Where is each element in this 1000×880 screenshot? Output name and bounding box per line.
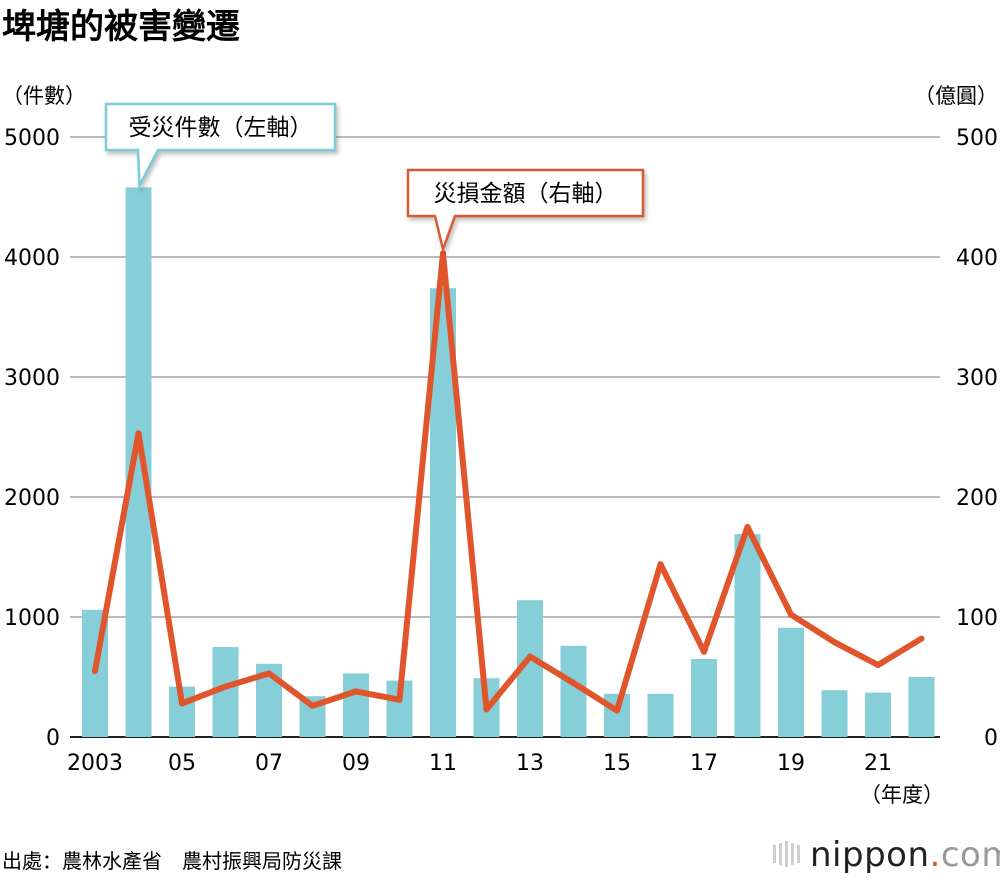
line-point-2018 [744, 524, 751, 530]
callout-line-series: 災損金額（右軸） [406, 168, 645, 254]
right-tick-label: 100 [956, 606, 998, 631]
x-axis-unit: （年度） [860, 783, 944, 807]
callout-line-label: 災損金額（右軸） [434, 181, 618, 207]
bar-2022 [908, 677, 935, 737]
bar-2017 [691, 659, 717, 737]
line-point-2006 [222, 683, 229, 690]
right-tick-label: 500 [956, 126, 998, 151]
gridlines [70, 136, 940, 738]
bar-2009 [343, 673, 369, 737]
logo-main-text: nippon [810, 835, 930, 875]
logo-mark-icon [773, 841, 800, 867]
line-point-2004 [135, 430, 142, 437]
callout-line-bubble [406, 168, 645, 254]
left-axis-unit: （件數） [2, 84, 86, 108]
line-point-2022 [918, 635, 925, 642]
line-path [92, 250, 925, 714]
right-axis-unit: （億圓） [914, 84, 998, 108]
line-point-2016 [657, 561, 664, 568]
x-tick-label: 2003 [67, 751, 123, 776]
x-axis-ticks: 2003 05 07 09 11 13 15 17 19 21 [67, 751, 892, 776]
bar-2018 [734, 534, 761, 737]
left-tick-label: 4000 [4, 246, 60, 271]
line-point-2003 [92, 668, 98, 674]
line-point-2009 [353, 688, 359, 695]
x-tick-label: 21 [864, 751, 892, 776]
line-point-2013 [527, 653, 533, 660]
line-point-2021 [875, 662, 881, 668]
left-tick-label: 3000 [4, 366, 60, 391]
x-tick-label: 11 [429, 751, 457, 776]
callout-bar-label: 受災件數（左軸） [129, 115, 313, 141]
right-tick-label: 400 [956, 246, 998, 271]
left-tick-label: 0 [46, 726, 60, 751]
chart-title: 埤塘的被害變遷 [2, 7, 240, 47]
right-tick-label: 300 [956, 366, 998, 391]
bar-2021 [865, 692, 891, 737]
x-tick-label: 15 [603, 751, 631, 776]
line-point-2007 [266, 670, 272, 677]
x-tick-label: 07 [255, 751, 283, 776]
callout-bar-series: 受災件數（左軸） [104, 102, 337, 191]
line-series [92, 250, 925, 714]
line-point-2010 [396, 696, 403, 703]
logo-dot: . [930, 835, 941, 875]
line-point-2020 [831, 639, 838, 646]
line-point-2008 [309, 702, 316, 709]
x-tick-label: 13 [516, 751, 544, 776]
line-point-2017 [701, 648, 707, 655]
right-axis-ticks: 0 100 200 300 400 500 [956, 126, 998, 751]
right-tick-label: 0 [984, 726, 998, 751]
logo-suffix: com [941, 835, 1000, 875]
line-point-2019 [788, 611, 794, 618]
bar-2020 [821, 690, 848, 737]
line-point-2005 [179, 700, 185, 707]
right-tick-label: 200 [956, 486, 998, 511]
left-axis-ticks: 0 1000 2000 3000 4000 5000 [4, 126, 60, 751]
x-tick-label: 09 [342, 751, 370, 776]
line-point-2012 [483, 706, 490, 713]
x-tick-label: 05 [168, 751, 196, 776]
x-tick-label: 17 [690, 751, 718, 776]
left-tick-label: 2000 [4, 486, 60, 511]
logo-text: nippon.com [810, 835, 1000, 875]
line-point-2011 [440, 250, 446, 257]
left-tick-label: 1000 [4, 606, 60, 631]
line-point-2014 [570, 680, 577, 686]
bar-2004 [125, 187, 152, 737]
bar-2019 [778, 627, 804, 737]
left-tick-label: 5000 [4, 126, 60, 151]
bar-series [82, 187, 935, 737]
callout-bar-bubble [104, 102, 337, 191]
line-point-2015 [614, 707, 620, 714]
source-note: 出處：農林水產省 農村振興局防災課 [2, 849, 342, 873]
nippon-logo: nippon.com [773, 835, 1000, 875]
x-tick-label: 19 [777, 751, 805, 776]
bar-2016 [647, 693, 674, 737]
